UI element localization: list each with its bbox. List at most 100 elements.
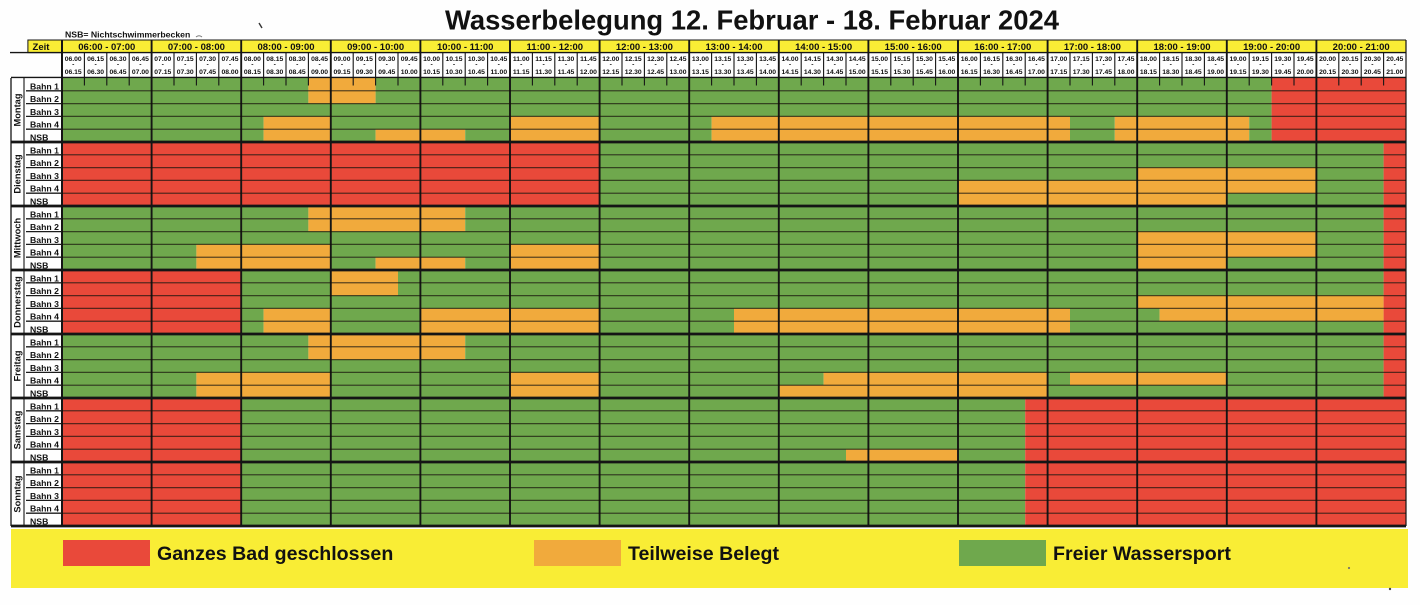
svg-text:NSB= Nichtschwimmerbecken: NSB= Nichtschwimmerbecken <box>65 30 190 40</box>
svg-text:Bahn 2: Bahn 2 <box>30 158 59 168</box>
svg-text:19.00: 19.00 <box>1229 56 1246 63</box>
svg-text:Bahn 3: Bahn 3 <box>30 427 59 437</box>
svg-text:Bahn 2: Bahn 2 <box>30 94 59 104</box>
svg-text:15.15: 15.15 <box>893 56 910 63</box>
svg-text:NSB: NSB <box>30 133 48 143</box>
svg-text:06.45: 06.45 <box>109 69 126 76</box>
svg-text:11.15: 11.15 <box>535 56 552 63</box>
svg-text:08.15: 08.15 <box>266 56 283 63</box>
svg-text:10.30: 10.30 <box>468 56 485 63</box>
svg-text:-: - <box>834 62 836 69</box>
svg-text:10.30: 10.30 <box>445 69 462 76</box>
svg-text:16.30: 16.30 <box>983 69 1000 76</box>
svg-text:-: - <box>1147 62 1149 69</box>
svg-text:Zeit: Zeit <box>33 42 51 53</box>
svg-text:-: - <box>341 62 343 69</box>
svg-text:Bahn 2: Bahn 2 <box>30 478 59 488</box>
svg-text:-: - <box>744 62 746 69</box>
svg-text:06.30: 06.30 <box>109 56 126 63</box>
svg-text:Bahn 2: Bahn 2 <box>30 286 59 296</box>
svg-text:13.45: 13.45 <box>759 56 776 63</box>
svg-text:18.15: 18.15 <box>1140 69 1157 76</box>
svg-text:06.00: 06.00 <box>65 56 82 63</box>
svg-text:-: - <box>386 62 388 69</box>
svg-text:18.45: 18.45 <box>1185 69 1202 76</box>
svg-text:09.45: 09.45 <box>378 69 395 76</box>
svg-text:16.00: 16.00 <box>961 56 978 63</box>
svg-text:-: - <box>789 62 791 69</box>
svg-text:13.15: 13.15 <box>714 56 731 63</box>
svg-text:-: - <box>1125 62 1127 69</box>
svg-text:20.15: 20.15 <box>1341 56 1358 63</box>
svg-text:Freier Wassersport: Freier Wassersport <box>1053 543 1231 565</box>
svg-text:-: - <box>1394 62 1396 69</box>
svg-text:Bahn 3: Bahn 3 <box>30 171 59 181</box>
svg-text:10:00 - 11:00: 10:00 - 11:00 <box>437 42 494 53</box>
svg-text:18.45: 18.45 <box>1207 56 1224 63</box>
svg-text:10.45: 10.45 <box>490 56 507 63</box>
svg-text:Bahn 1: Bahn 1 <box>30 209 59 219</box>
svg-text:-: - <box>206 62 208 69</box>
svg-text:17.30: 17.30 <box>1073 69 1090 76</box>
svg-text:10.00: 10.00 <box>401 69 418 76</box>
svg-text:-: - <box>184 62 186 69</box>
svg-text:NSB: NSB <box>30 517 48 527</box>
svg-text:09.15: 09.15 <box>333 69 350 76</box>
svg-text:11.00: 11.00 <box>490 69 507 76</box>
svg-text:Bahn 1: Bahn 1 <box>30 465 59 475</box>
svg-text:09.30: 09.30 <box>378 56 395 63</box>
svg-text:-: - <box>1192 62 1194 69</box>
svg-text:08.00: 08.00 <box>244 56 261 63</box>
svg-text:06.45: 06.45 <box>132 56 149 63</box>
svg-text:14.30: 14.30 <box>826 56 843 63</box>
svg-text:18:00 - 19:00: 18:00 - 19:00 <box>1153 42 1210 53</box>
svg-text:Bahn 1: Bahn 1 <box>30 337 59 347</box>
svg-text:11.00: 11.00 <box>513 56 530 63</box>
svg-text:14.00: 14.00 <box>781 56 798 63</box>
svg-text:17.00: 17.00 <box>1028 69 1045 76</box>
svg-text:Bahn 2: Bahn 2 <box>30 414 59 424</box>
svg-text:08.45: 08.45 <box>311 56 328 63</box>
svg-text:17.30: 17.30 <box>1095 56 1112 63</box>
svg-text:13.45: 13.45 <box>737 69 754 76</box>
svg-text:Sonntag: Sonntag <box>13 475 23 513</box>
svg-text:Ganzes Bad geschlossen: Ganzes Bad geschlossen <box>157 543 393 565</box>
svg-text:-: - <box>766 62 768 69</box>
svg-text:14.45: 14.45 <box>849 56 866 63</box>
svg-text:-: - <box>117 62 119 69</box>
svg-text:Bahn 4: Bahn 4 <box>30 312 59 322</box>
svg-text:-: - <box>1013 62 1015 69</box>
svg-text:14.00: 14.00 <box>759 69 776 76</box>
svg-text:-: - <box>587 62 589 69</box>
svg-text:-: - <box>565 62 567 69</box>
svg-text:Mittwoch: Mittwoch <box>13 218 23 259</box>
svg-text:-: - <box>251 62 253 69</box>
svg-text:-: - <box>968 62 970 69</box>
svg-text:-: - <box>229 62 231 69</box>
svg-text:18.30: 18.30 <box>1162 69 1179 76</box>
svg-text:19.30: 19.30 <box>1274 56 1291 63</box>
svg-text:17.15: 17.15 <box>1050 69 1067 76</box>
svg-text:10.00: 10.00 <box>423 56 440 63</box>
svg-text:06.15: 06.15 <box>87 56 104 63</box>
svg-text:15.00: 15.00 <box>849 69 866 76</box>
svg-text:17.45: 17.45 <box>1117 56 1134 63</box>
svg-text:07:00 - 08:00: 07:00 - 08:00 <box>168 42 225 53</box>
svg-text:09.45: 09.45 <box>401 56 418 63</box>
svg-text:08.30: 08.30 <box>289 56 306 63</box>
svg-text:12.00: 12.00 <box>602 56 619 63</box>
svg-text:12.30: 12.30 <box>647 56 664 63</box>
svg-text:-: - <box>878 62 880 69</box>
svg-text:14.15: 14.15 <box>781 69 798 76</box>
svg-text:07.45: 07.45 <box>199 69 216 76</box>
svg-text:14:00 - 15:00: 14:00 - 15:00 <box>795 42 852 53</box>
svg-text:-: - <box>1237 62 1239 69</box>
svg-text:20.30: 20.30 <box>1341 69 1358 76</box>
svg-text:18.30: 18.30 <box>1185 56 1202 63</box>
svg-text:09:00 - 10:00: 09:00 - 10:00 <box>347 42 404 53</box>
svg-text:Montag: Montag <box>13 93 23 126</box>
svg-text:Bahn 3: Bahn 3 <box>30 491 59 501</box>
svg-text:18.00: 18.00 <box>1140 56 1157 63</box>
svg-text:07.30: 07.30 <box>177 69 194 76</box>
svg-text:-: - <box>453 62 455 69</box>
